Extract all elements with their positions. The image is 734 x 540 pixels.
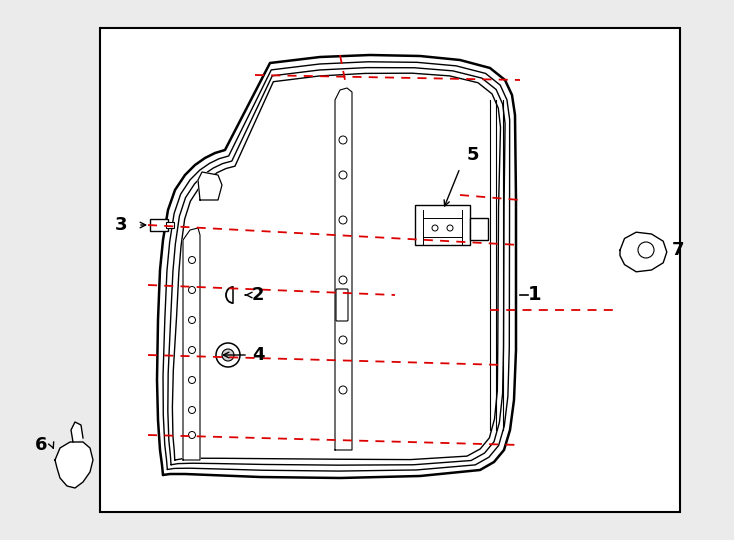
Text: 3: 3 — [115, 216, 128, 234]
Polygon shape — [55, 442, 93, 488]
Circle shape — [189, 347, 195, 354]
Text: 7: 7 — [672, 241, 685, 259]
Text: 6: 6 — [35, 436, 48, 454]
Circle shape — [638, 242, 654, 258]
Bar — [100, 28, 680, 512]
Circle shape — [189, 407, 195, 414]
Circle shape — [189, 431, 195, 438]
Circle shape — [339, 276, 347, 284]
Polygon shape — [183, 228, 200, 460]
Bar — [415, 205, 470, 245]
Circle shape — [339, 386, 347, 394]
Circle shape — [339, 216, 347, 224]
Circle shape — [189, 376, 195, 383]
Circle shape — [189, 316, 195, 323]
Text: 5: 5 — [467, 146, 479, 164]
Circle shape — [222, 349, 234, 361]
Circle shape — [339, 336, 347, 344]
Text: 2: 2 — [252, 286, 264, 304]
Bar — [470, 218, 488, 240]
Polygon shape — [620, 232, 666, 272]
Circle shape — [339, 171, 347, 179]
Text: 4: 4 — [252, 346, 264, 364]
Circle shape — [216, 343, 240, 367]
Bar — [150, 219, 168, 231]
Polygon shape — [198, 172, 222, 200]
Circle shape — [447, 225, 453, 231]
Text: 1: 1 — [528, 286, 542, 305]
Circle shape — [189, 256, 195, 264]
Bar — [166, 222, 174, 228]
Polygon shape — [71, 422, 83, 442]
FancyBboxPatch shape — [336, 289, 348, 321]
Polygon shape — [335, 88, 352, 450]
Circle shape — [432, 225, 438, 231]
Circle shape — [189, 287, 195, 294]
Circle shape — [339, 136, 347, 144]
